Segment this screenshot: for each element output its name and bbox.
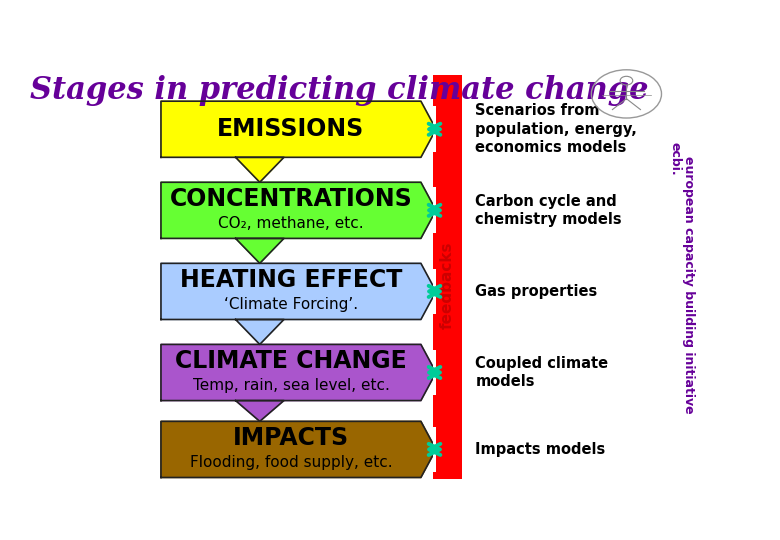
Text: CO₂, methane, etc.: CO₂, methane, etc. xyxy=(218,216,363,231)
Text: ecbi.: ecbi. xyxy=(668,141,681,175)
Polygon shape xyxy=(236,238,284,264)
Bar xyxy=(433,106,436,152)
Polygon shape xyxy=(161,101,436,157)
Polygon shape xyxy=(236,320,284,345)
Polygon shape xyxy=(236,401,284,421)
Text: Stages in predicting climate change: Stages in predicting climate change xyxy=(30,75,648,106)
Text: Carbon cycle and
chemistry models: Carbon cycle and chemistry models xyxy=(475,193,622,227)
Polygon shape xyxy=(161,345,436,401)
Text: CONCENTRATIONS: CONCENTRATIONS xyxy=(169,187,413,211)
Bar xyxy=(433,427,436,472)
Text: Scenarios from
population, energy,
economics models: Scenarios from population, energy, econo… xyxy=(475,103,637,156)
Text: Impacts models: Impacts models xyxy=(475,442,605,457)
Polygon shape xyxy=(161,183,436,238)
Text: Gas properties: Gas properties xyxy=(475,284,597,299)
Bar xyxy=(433,187,436,233)
Text: Coupled climate
models: Coupled climate models xyxy=(475,356,608,389)
Bar xyxy=(433,349,436,395)
Text: EMISSIONS: EMISSIONS xyxy=(218,117,364,141)
Polygon shape xyxy=(161,421,436,477)
Text: CLIMATE CHANGE: CLIMATE CHANGE xyxy=(175,349,407,373)
Text: Flooding, food supply, etc.: Flooding, food supply, etc. xyxy=(190,455,392,470)
Text: ‘Climate Forcing’.: ‘Climate Forcing’. xyxy=(224,297,358,312)
Text: feedbacks: feedbacks xyxy=(440,241,455,329)
Text: Temp, rain, sea level, etc.: Temp, rain, sea level, etc. xyxy=(193,379,389,393)
Text: IMPACTS: IMPACTS xyxy=(233,426,349,450)
Bar xyxy=(433,75,462,478)
Polygon shape xyxy=(236,157,284,183)
Bar xyxy=(433,268,436,314)
Text: european capacity building initiative: european capacity building initiative xyxy=(682,157,695,414)
Text: HEATING EFFECT: HEATING EFFECT xyxy=(179,268,402,292)
Polygon shape xyxy=(161,264,436,320)
